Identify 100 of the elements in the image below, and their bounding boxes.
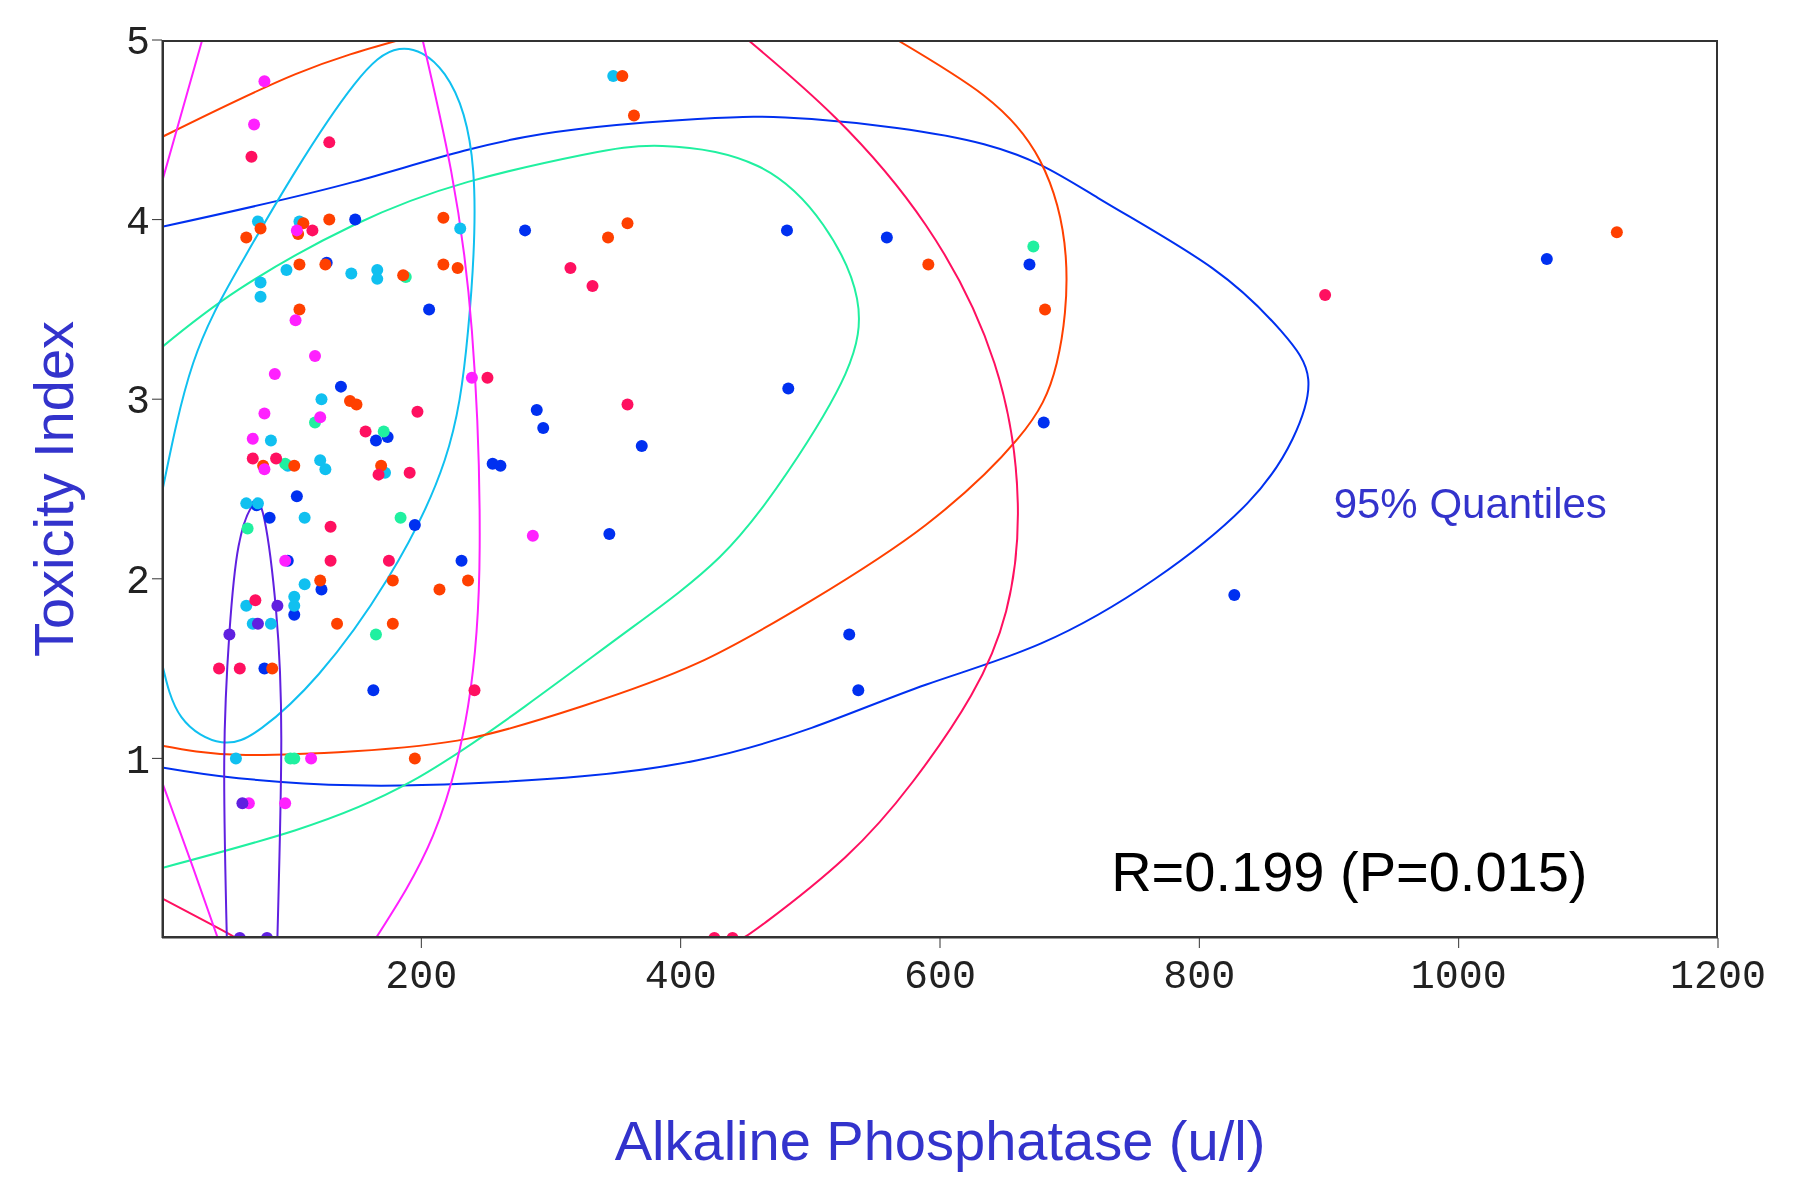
x-tick-label: 600 xyxy=(903,955,977,1001)
x-tick-label: 1200 xyxy=(1669,955,1767,1001)
point xyxy=(423,303,436,316)
point xyxy=(298,511,311,524)
point xyxy=(494,459,507,472)
point xyxy=(451,262,464,275)
point xyxy=(564,262,577,275)
point xyxy=(1037,416,1050,429)
annotation: R=0.199 (P=0.015) xyxy=(1111,839,1588,905)
point xyxy=(1039,303,1052,316)
point xyxy=(290,490,303,503)
point xyxy=(288,459,301,472)
line-series xyxy=(162,47,476,744)
point xyxy=(433,583,446,596)
point xyxy=(331,617,344,630)
point xyxy=(254,222,267,235)
point xyxy=(245,150,258,163)
point xyxy=(254,276,267,289)
point xyxy=(350,398,363,411)
point xyxy=(324,520,337,533)
point xyxy=(223,628,236,641)
point xyxy=(268,368,281,381)
x-tick-label: 200 xyxy=(385,955,458,1001)
y-tick-label: 5 xyxy=(125,21,150,67)
point xyxy=(258,463,271,476)
point xyxy=(289,314,302,327)
point xyxy=(537,421,550,434)
point xyxy=(241,522,254,535)
point xyxy=(298,578,311,591)
point xyxy=(382,554,395,567)
point xyxy=(586,280,599,293)
point xyxy=(780,224,793,237)
point xyxy=(377,425,390,438)
point xyxy=(369,628,382,641)
x-tick-label: 800 xyxy=(1163,955,1236,1001)
point xyxy=(249,594,262,607)
point xyxy=(306,224,319,237)
point xyxy=(288,590,301,603)
point xyxy=(264,434,277,447)
point xyxy=(462,574,475,587)
y-axis-title: Toxicity Index xyxy=(21,319,86,660)
point xyxy=(635,439,648,452)
point xyxy=(408,518,421,531)
point xyxy=(369,434,382,447)
point xyxy=(411,405,424,418)
point xyxy=(213,662,226,675)
point xyxy=(616,69,629,82)
point xyxy=(386,617,399,630)
point xyxy=(530,403,543,416)
point xyxy=(334,380,347,393)
point xyxy=(314,574,327,587)
point xyxy=(603,527,616,540)
point xyxy=(314,411,327,424)
point xyxy=(258,407,271,420)
point xyxy=(246,452,259,465)
point xyxy=(349,213,362,226)
point xyxy=(323,213,336,226)
point xyxy=(258,75,271,88)
point xyxy=(248,118,261,131)
point xyxy=(264,617,277,630)
point xyxy=(319,463,332,476)
point xyxy=(602,231,615,244)
point xyxy=(627,109,640,122)
point xyxy=(621,217,634,230)
point xyxy=(314,454,327,467)
point xyxy=(280,263,293,276)
point xyxy=(408,752,421,765)
point xyxy=(359,425,372,438)
point xyxy=(293,303,306,316)
point xyxy=(305,752,318,765)
point xyxy=(345,267,358,280)
point xyxy=(1228,588,1241,601)
point xyxy=(782,382,795,395)
point xyxy=(455,554,468,567)
point xyxy=(372,468,385,481)
point xyxy=(526,529,539,542)
point xyxy=(293,258,306,271)
y-tick-label: 4 xyxy=(125,200,150,246)
point xyxy=(236,797,249,810)
x-tick-label: 1000 xyxy=(1410,955,1507,1001)
point xyxy=(251,617,264,630)
point xyxy=(323,136,336,149)
point xyxy=(315,393,328,406)
point xyxy=(233,662,246,675)
point xyxy=(437,258,450,271)
point xyxy=(437,211,450,224)
point xyxy=(270,452,283,465)
point xyxy=(852,684,865,697)
x-tick-label: 400 xyxy=(644,955,717,1001)
point xyxy=(240,497,253,510)
point xyxy=(246,432,259,445)
x-axis-title: Alkaline Phosphatase (u/l) xyxy=(613,1108,1267,1173)
point xyxy=(367,684,380,697)
point xyxy=(394,511,407,524)
point xyxy=(263,511,276,524)
point xyxy=(266,662,279,675)
point xyxy=(254,290,267,303)
point xyxy=(1540,253,1553,266)
point xyxy=(468,684,481,697)
point xyxy=(1027,240,1040,253)
